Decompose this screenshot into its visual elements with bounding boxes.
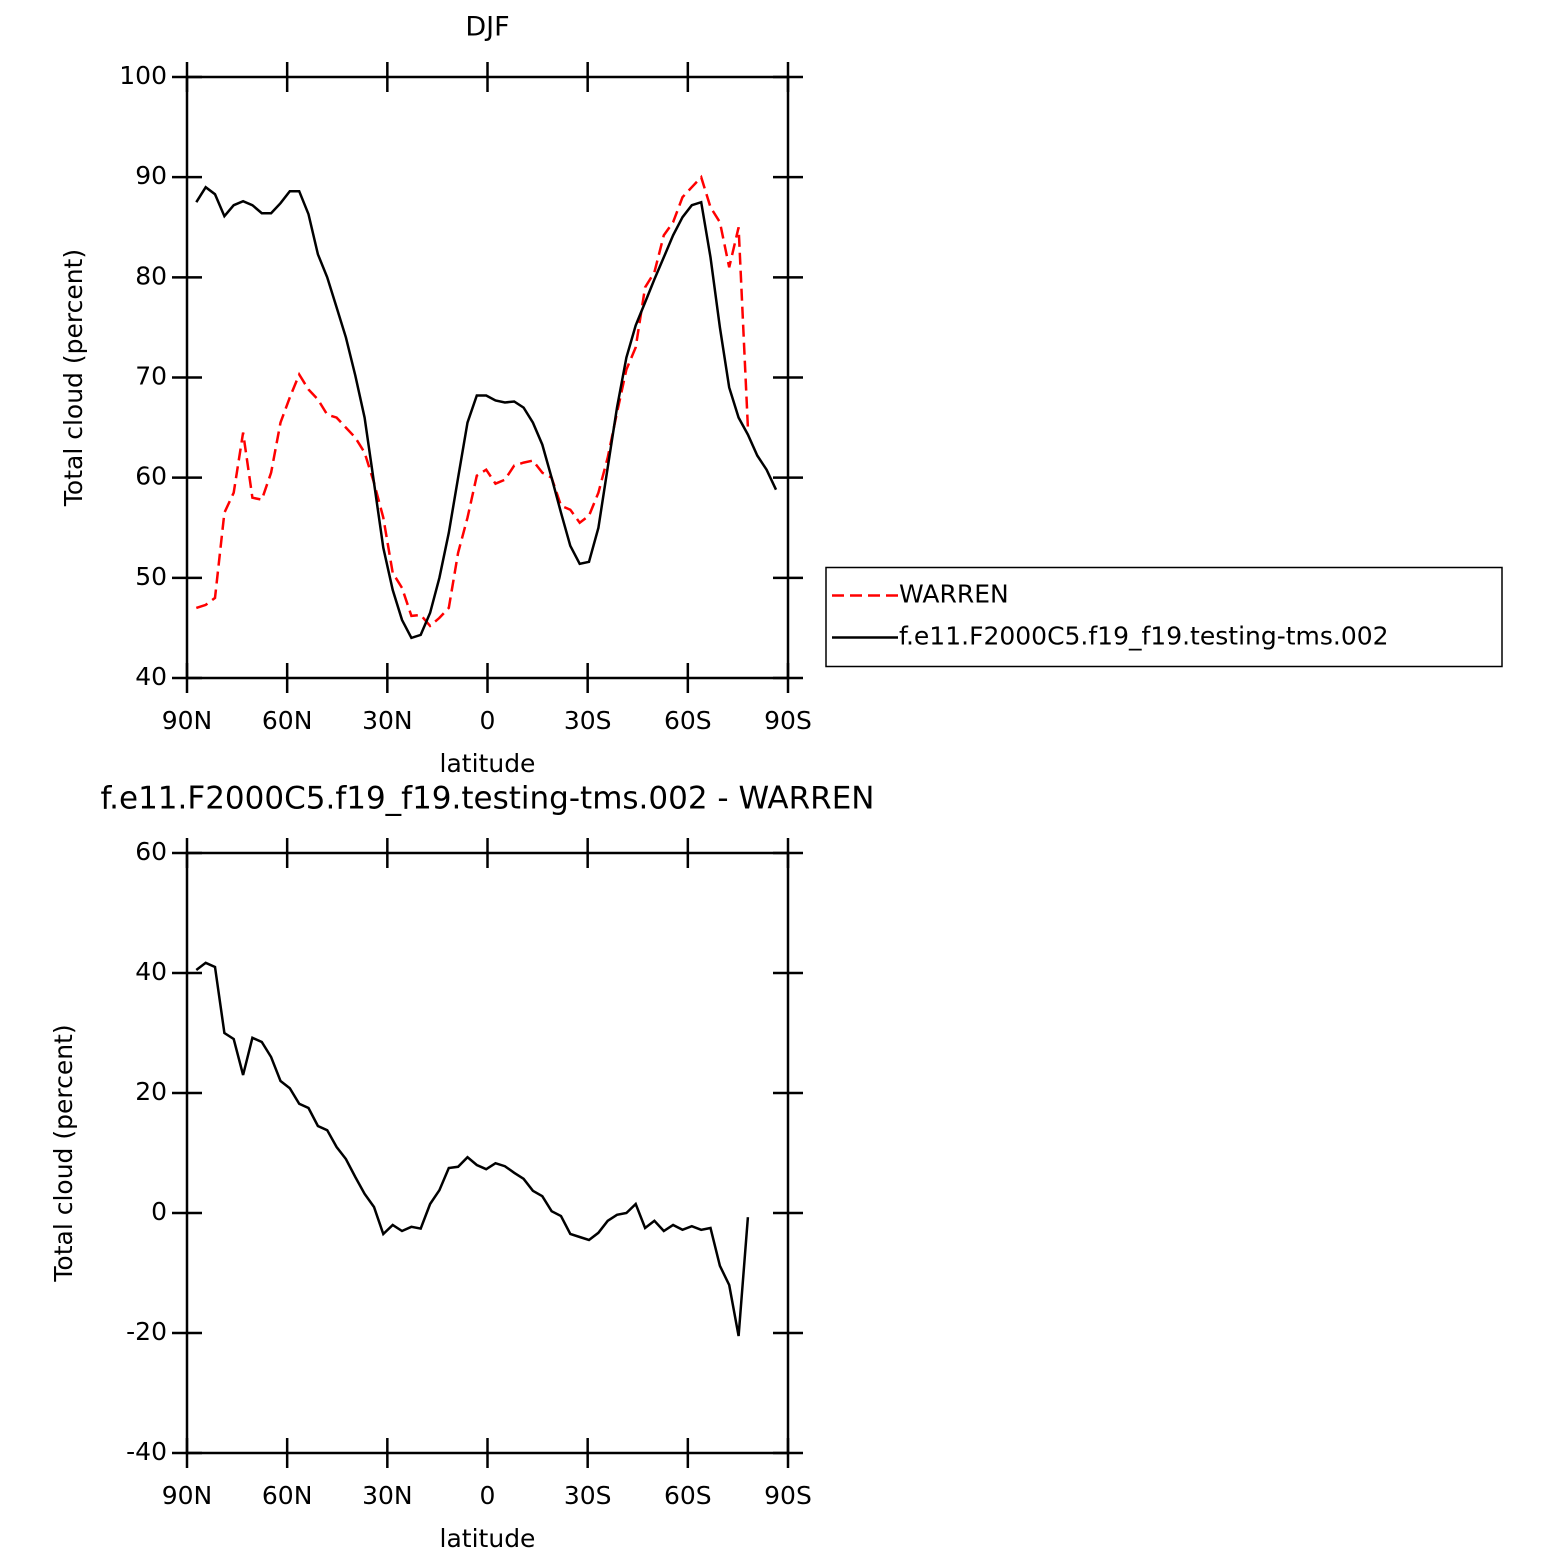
data-line xyxy=(195,174,750,628)
y-tick-label: 60 xyxy=(135,462,167,491)
chart-title: DJF xyxy=(465,12,509,43)
x-axis-label: latitude xyxy=(440,749,536,778)
legend-box xyxy=(825,566,1503,668)
plot-frame xyxy=(185,75,790,680)
legend-label: WARREN xyxy=(899,580,1009,609)
x-tick-label: 90S xyxy=(764,706,812,735)
x-tick-label: 30N xyxy=(362,706,413,735)
y-tick-label: 50 xyxy=(135,562,167,591)
y-axis-label: Total cloud (percent) xyxy=(49,1024,78,1282)
data-line xyxy=(195,961,750,1337)
y-tick-label: 60 xyxy=(135,837,167,866)
y-tick-label: 90 xyxy=(135,161,167,190)
x-tick-label: 30S xyxy=(564,706,612,735)
y-axis-label: Total cloud (percent) xyxy=(59,249,88,507)
plot-frame xyxy=(185,851,790,1455)
y-tick-label: 40 xyxy=(135,957,167,986)
x-tick-label: 60N xyxy=(262,1481,313,1510)
y-tick-label: -20 xyxy=(126,1317,167,1346)
y-tick-label: 70 xyxy=(135,362,167,391)
y-tick-label: 80 xyxy=(135,261,167,290)
y-tick-label: -40 xyxy=(126,1437,167,1466)
legend-label: f.e11.F2000C5.f19_f19.testing-tms.002 xyxy=(899,622,1389,651)
y-tick-label: 100 xyxy=(119,61,167,90)
x-tick-label: 30S xyxy=(564,1481,612,1510)
y-tick-label: 0 xyxy=(151,1197,167,1226)
data-line xyxy=(195,185,778,640)
x-axis-label: latitude xyxy=(440,1524,536,1553)
y-tick-label: 40 xyxy=(135,662,167,691)
x-tick-label: 90N xyxy=(162,706,213,735)
x-tick-label: 0 xyxy=(480,706,496,735)
x-tick-label: 0 xyxy=(480,1481,496,1510)
x-tick-label: 90S xyxy=(764,1481,812,1510)
x-tick-label: 60S xyxy=(664,1481,712,1510)
x-tick-label: 60S xyxy=(664,706,712,735)
y-tick-label: 20 xyxy=(135,1077,167,1106)
chart-title: f.e11.F2000C5.f19_f19.testing-tms.002 - … xyxy=(100,781,874,817)
x-tick-label: 90N xyxy=(162,1481,213,1510)
x-tick-label: 30N xyxy=(362,1481,413,1510)
x-tick-label: 60N xyxy=(262,706,313,735)
